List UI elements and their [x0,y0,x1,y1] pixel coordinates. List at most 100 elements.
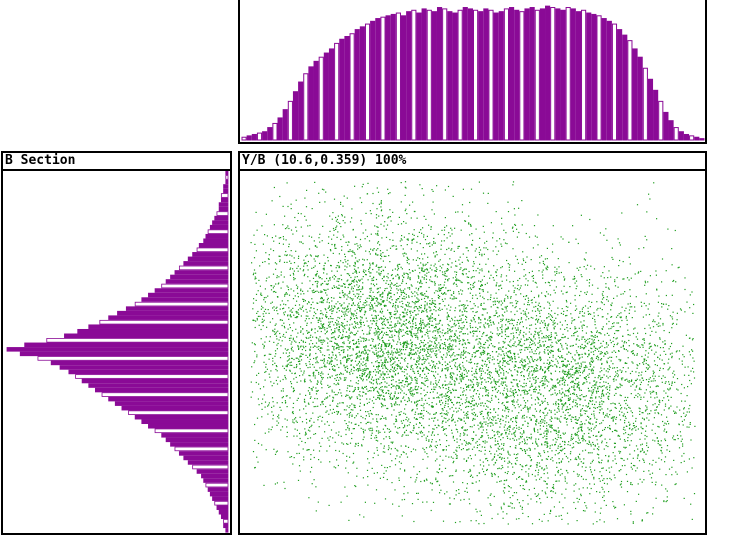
scatter-point [483,298,485,300]
scatter-point [456,278,458,280]
scatter-point [348,284,350,286]
scatter-point [360,340,362,342]
scatter-point [550,310,553,312]
scatter-point [375,382,378,384]
scatter-point [370,327,372,329]
scatter-point [470,225,472,227]
scatter-point [529,362,531,364]
scatter-point [345,261,347,263]
scatter-point [501,319,503,322]
scatter-point [408,295,410,297]
scatter-point [486,469,488,471]
scatter-point [635,336,637,338]
scatter-point [510,357,512,359]
scatter-point [338,431,340,433]
scatter-point [542,322,544,324]
scatter-point [556,366,558,368]
scatter-point [592,340,594,342]
top-histogram-bar [447,11,453,141]
scatter-point [336,410,338,413]
scatter-point [667,362,669,364]
scatter-point [414,401,416,403]
scatter-point [355,346,357,349]
scatter-point [393,358,395,360]
left-histogram-bar [178,265,229,271]
scatter-point [588,368,590,370]
scatter-point [290,348,292,350]
scatter-point [544,398,546,400]
scatter-point [410,333,413,335]
scatter-point [591,403,593,405]
scatter-point [613,416,615,418]
scatter-point [505,371,507,373]
scatter-point [475,481,477,483]
scatter-point [396,310,398,312]
top-histogram-bar [550,7,556,141]
scatter-point [365,359,367,362]
scatter-point [380,373,382,375]
scatter-point [424,295,426,297]
scatter-point [347,308,349,310]
scatter-point [289,310,291,312]
scatter-point [661,306,663,308]
scatter-point [370,378,373,380]
scatter-point [360,219,362,222]
scatter-plot[interactable] [240,171,705,533]
scatter-point [523,390,526,392]
top-histogram-bar [375,18,381,141]
scatter-point [388,343,391,346]
scatter-point [312,317,314,319]
scatter-point [526,439,528,441]
scatter-point [361,374,363,376]
scatter-panel[interactable]: Y/B (10.6,0.359) 100% [238,151,707,535]
scatter-point [544,441,546,443]
scatter-point [355,271,357,273]
scatter-point [382,252,384,254]
scatter-point [541,418,543,421]
scatter-point [511,507,513,509]
scatter-point [461,311,463,313]
scatter-point [377,454,379,456]
scatter-point [353,265,355,267]
scatter-point [501,465,503,467]
scatter-point [629,423,631,425]
scatter-point [491,429,493,431]
scatter-point [430,434,433,436]
scatter-point [370,387,372,389]
scatter-point [643,338,645,340]
left-histogram-bar [46,338,229,343]
scatter-point [585,419,587,421]
scatter-point [598,332,600,334]
scatter-point [593,428,595,430]
scatter-point [674,412,676,414]
scatter-point [534,281,536,283]
scatter-point [603,495,605,497]
scatter-point [331,351,333,353]
scatter-point [359,279,361,281]
scatter-point [441,343,443,345]
scatter-point [628,406,630,408]
scatter-point [429,413,431,415]
scatter-point [590,347,592,349]
scatter-point [441,412,443,414]
scatter-point [509,264,511,266]
scatter-point [512,338,514,340]
scatter-point [445,287,447,289]
scatter-point [386,371,388,373]
scatter-point [602,419,604,422]
scatter-point [447,420,449,422]
scatter-point [548,366,550,368]
scatter-point [572,437,574,439]
scatter-point [412,321,414,323]
scatter-point [535,364,537,366]
scatter-point [344,256,346,258]
scatter-point [450,456,452,458]
scatter-point [363,404,365,406]
scatter-point [470,288,472,290]
scatter-point [340,501,342,503]
scatter-point [686,411,688,413]
scatter-point [375,311,377,313]
scatter-point [571,317,573,319]
scatter-point [433,375,435,377]
scatter-point [435,270,437,272]
